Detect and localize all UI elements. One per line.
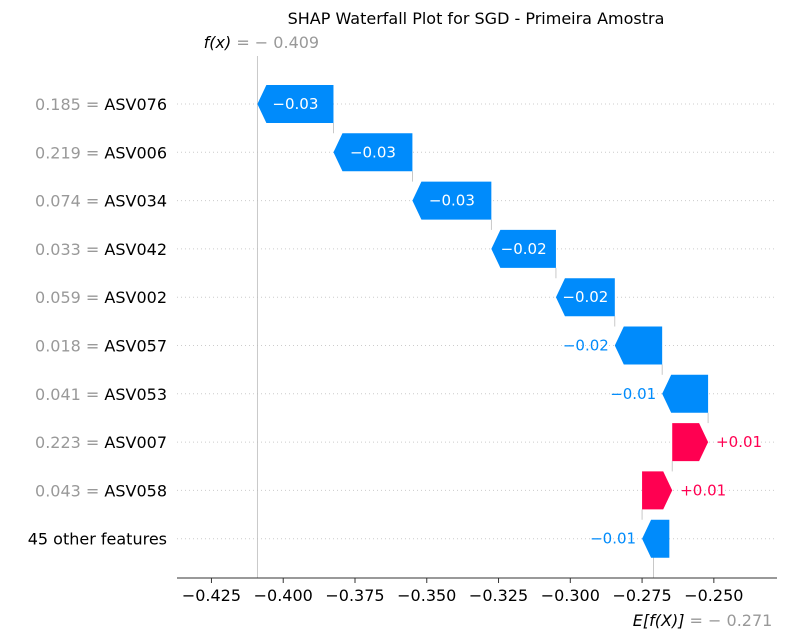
bar-negative: [614, 326, 663, 365]
x-tick-label: −0.275: [612, 586, 671, 605]
x-tick-label: −0.325: [469, 586, 528, 605]
fx-label: f(x) = − 0.409: [204, 33, 319, 52]
feature-value: 0.033 =: [35, 240, 104, 259]
feature-value: 0.043 =: [35, 481, 104, 500]
x-tick-label: −0.350: [397, 586, 456, 605]
feature-label: 45 other features: [28, 530, 167, 549]
x-tick-label: −0.400: [254, 586, 313, 605]
feature-label: 0.033 = ASV042: [35, 240, 167, 259]
feature-value: 0.074 =: [35, 192, 104, 211]
bar-value-label: −0.02: [501, 240, 547, 258]
feature-value: 0.018 =: [35, 337, 104, 356]
feature-name: ASV006: [104, 143, 167, 162]
x-tick-label: −0.300: [541, 586, 600, 605]
feature-label: 0.223 = ASV007: [35, 433, 167, 452]
feature-name: ASV002: [104, 288, 167, 307]
feature-value: 0.059 =: [35, 288, 104, 307]
feature-value: 0.219 =: [35, 143, 104, 162]
x-tick-label: −0.425: [182, 586, 241, 605]
feature-label: 0.219 = ASV006: [35, 143, 167, 162]
feature-name: ASV007: [104, 433, 167, 452]
bar-positive: [642, 471, 673, 510]
expected-name: E[f(X)]: [633, 611, 690, 630]
expected-value-label: E[f(X)] = − 0.271: [633, 611, 773, 630]
x-tick-label: −0.375: [325, 586, 384, 605]
bar-positive: [672, 423, 709, 462]
expected-text: E[f(X)] = − 0.271: [633, 611, 773, 630]
feature-label: 0.185 = ASV076: [35, 95, 167, 114]
feature-label: 0.059 = ASV002: [35, 288, 167, 307]
feature-value: 0.223 =: [35, 433, 104, 452]
bar-value-label: +0.01: [716, 433, 762, 451]
bar-value-label: −0.02: [562, 288, 608, 306]
feature-label: 0.074 = ASV034: [35, 192, 167, 211]
bar-value-label: −0.03: [272, 95, 318, 113]
feature-label: 0.043 = ASV058: [35, 481, 167, 500]
bar-value-label: −0.03: [429, 192, 475, 210]
feature-label: 0.041 = ASV053: [35, 385, 167, 404]
fx-text: f(x) = − 0.409: [204, 33, 319, 52]
feature-value: 0.041 =: [35, 385, 104, 404]
feature-name: ASV058: [104, 481, 167, 500]
chart-title: SHAP Waterfall Plot for SGD - Primeira A…: [288, 9, 665, 28]
bar-negative: [333, 133, 413, 172]
feature-name: ASV057: [104, 337, 167, 356]
fx-value: = − 0.409: [236, 33, 319, 52]
guide-lines: [256, 56, 709, 578]
feature-name: 45 other features: [28, 530, 167, 549]
bar-negative: [555, 278, 615, 317]
bar-value-label: −0.02: [563, 337, 609, 355]
feature-name: ASV076: [104, 95, 167, 114]
expected-value: = − 0.271: [690, 611, 773, 630]
x-tick-label: −0.250: [684, 586, 743, 605]
bar-value-label: −0.01: [590, 530, 636, 548]
bar-negative: [662, 374, 709, 413]
bar-negative: [257, 85, 334, 123]
fx-name: f(x): [204, 33, 237, 52]
feature-value: 0.185 =: [35, 95, 104, 114]
feature-name: ASV042: [104, 240, 167, 259]
bar-value-label: −0.01: [610, 385, 656, 403]
feature-name: ASV053: [104, 385, 167, 404]
feature-name: ASV034: [104, 192, 167, 211]
bar-value-label: −0.03: [350, 143, 396, 161]
bar-negative: [412, 181, 492, 220]
bar-negative: [642, 519, 670, 558]
bar-negative: [491, 229, 556, 268]
feature-label: 0.018 = ASV057: [35, 337, 167, 356]
x-axis: −0.425 −0.400 −0.375 −0.350 −0.325 −0.300 −0.2…: [177, 577, 777, 605]
feature-labels: 0.185 = ASV076 0.219 = ASV006 0.074 = ASV0…: [28, 95, 167, 549]
bar-value-label: +0.01: [680, 481, 726, 499]
bars: −0.03 −0.03 −0.03 −0.02 −0.02 −0.02 −0.01 +0.01…: [257, 85, 762, 558]
grid-lines: [177, 103, 777, 540]
